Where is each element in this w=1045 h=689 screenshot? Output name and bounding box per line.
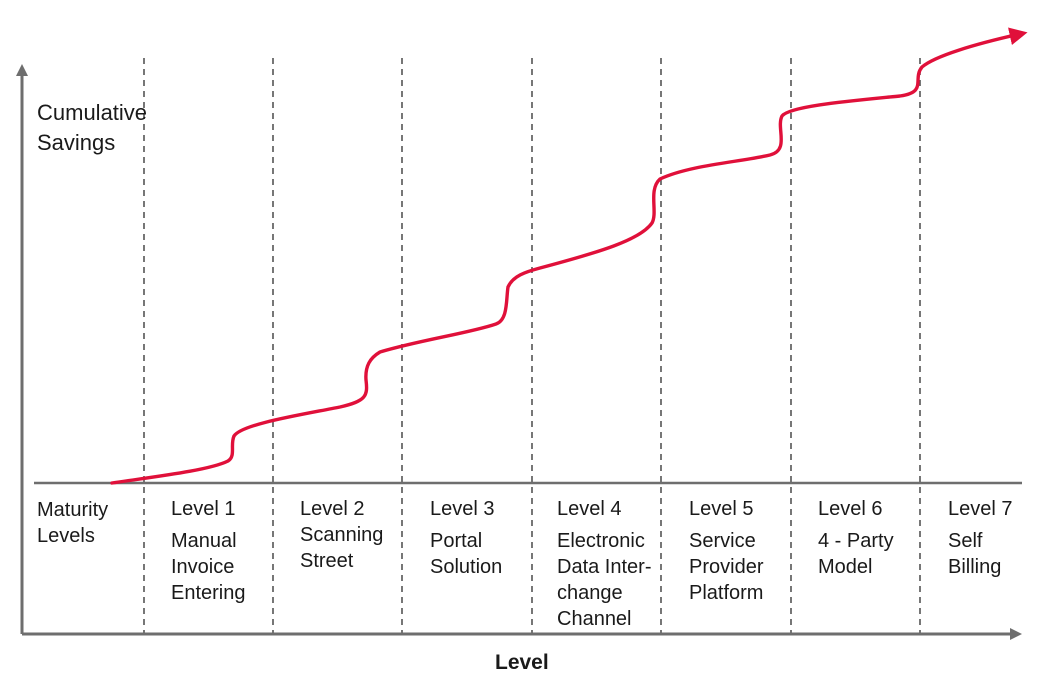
level-5-name-line-1: Service	[689, 530, 756, 552]
level-4: Level 4 Electronic Data Inter- change Ch…	[557, 496, 651, 632]
level-7-name: Self Billing	[948, 528, 1013, 580]
x-axis-label: Level	[495, 651, 549, 674]
level-6-name: 4 - Party Model	[818, 528, 894, 580]
level-4-name-line-2: Data Inter-	[557, 556, 652, 578]
level-2: Level 2 Scanning Street	[300, 496, 383, 574]
level-1-name: Manual Invoice Entering	[171, 528, 246, 606]
level-4-title: Level 4	[557, 498, 622, 520]
level-6-name-line-2: Model	[818, 556, 873, 578]
level-4-name: Electronic Data Inter- change Channel	[557, 528, 651, 632]
maturity-levels-line-1: Maturity	[37, 499, 109, 521]
level-6: Level 6 4 - Party Model	[818, 496, 894, 580]
level-7-title: Level 7	[948, 498, 1013, 520]
level-4-name-line-3: change	[557, 582, 623, 604]
level-1-name-line-2: Invoice	[171, 556, 235, 578]
level-3-name-line-1: Portal	[430, 530, 483, 552]
level-3-name-line-2: Solution	[430, 556, 503, 578]
y-axis-label-line-1: Cumulative	[37, 100, 148, 125]
level-4-name-line-1: Electronic	[557, 530, 645, 552]
level-dividers	[143, 58, 921, 634]
maturity-levels-label: Maturity Levels	[37, 497, 108, 549]
level-1: Level 1 Manual Invoice Entering	[171, 496, 246, 606]
maturity-levels-line-2: Levels	[37, 525, 95, 547]
level-2-name-line-2: Street	[300, 550, 354, 572]
level-4-name-line-4: Channel	[557, 608, 632, 630]
y-axis-label: Cumulative Savings	[37, 98, 147, 158]
level-5-title: Level 5	[689, 498, 754, 520]
level-5-name-line-2: Provider	[689, 556, 764, 578]
level-5: Level 5 Service Provider Platform	[689, 496, 763, 606]
level-1-name-line-3: Entering	[171, 582, 246, 604]
level-3-name: Portal Solution	[430, 528, 502, 580]
level-7-name-line-1: Self	[948, 530, 983, 552]
level-1-title: Level 1	[171, 498, 236, 520]
level-5-name-line-3: Platform	[689, 582, 764, 604]
level-6-name-line-1: 4 - Party	[818, 530, 894, 552]
level-2-name: Scanning Street	[300, 522, 383, 574]
level-3-title: Level 3	[430, 498, 495, 520]
level-2-name-line-1: Scanning	[300, 524, 384, 546]
level-3: Level 3 Portal Solution	[430, 496, 502, 580]
level-7: Level 7 Self Billing	[948, 496, 1013, 580]
level-6-title: Level 6	[818, 498, 883, 520]
level-5-name: Service Provider Platform	[689, 528, 763, 606]
savings-curve	[110, 27, 1028, 485]
y-axis-label-line-2: Savings	[37, 130, 116, 155]
level-1-name-line-1: Manual	[171, 530, 237, 552]
level-2-title: Level 2	[300, 498, 365, 520]
level-7-name-line-2: Billing	[948, 556, 1002, 578]
